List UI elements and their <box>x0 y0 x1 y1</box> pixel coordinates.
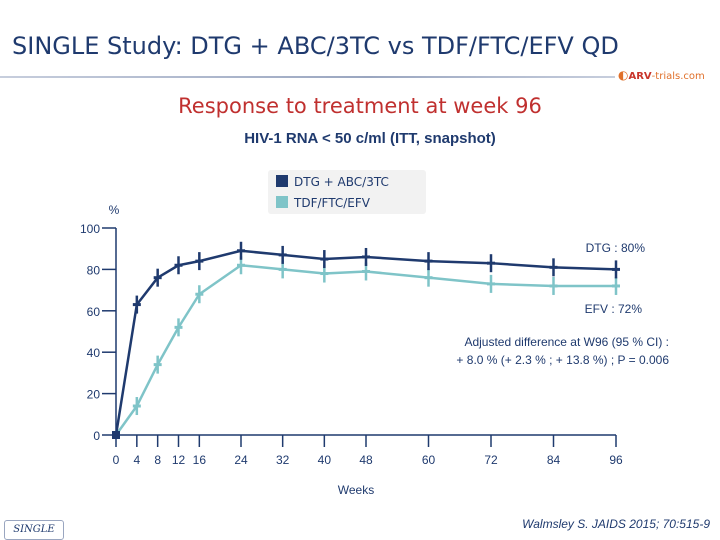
page-title: SINGLE Study: DTG + ABC/3TC vs TDF/FTC/E… <box>12 32 619 60</box>
x-tick-label: 4 <box>133 453 140 467</box>
y-tick-label: 80 <box>87 263 101 277</box>
annotation-line-1: Adjusted difference at W96 (95 % CI) : <box>464 335 669 349</box>
legend-entry-efv: TDF/FTC/EFV <box>276 196 370 214</box>
legend-swatch-efv <box>276 196 288 208</box>
study-tag: SINGLE <box>4 520 64 540</box>
end-label-dtg: DTG : 80% <box>586 241 646 255</box>
x-tick-label: 12 <box>172 453 186 467</box>
x-axis-label: Weeks <box>338 483 374 497</box>
y-tick-label: 60 <box>87 305 101 319</box>
y-tick-label: 100 <box>80 222 100 236</box>
logo-icon: ◐ <box>618 68 629 82</box>
logo-arv-text: ARV <box>628 71 652 82</box>
x-tick-label: 96 <box>609 453 623 467</box>
chart-legend: DTG + ABC/3TC TDF/FTC/EFV <box>268 170 426 214</box>
logo-trials-text: -trials.com <box>651 71 705 82</box>
arv-trials-logo[interactable]: ◐ARV-trials.com <box>618 68 718 86</box>
legend-entry-dtg: DTG + ABC/3TC <box>276 175 389 193</box>
chart-title: Response to treatment at week 96 <box>178 94 542 118</box>
data-point-dtg <box>112 431 120 439</box>
x-tick-label: 24 <box>234 453 248 467</box>
x-tick-label: 72 <box>484 453 498 467</box>
legend-label-efv: TDF/FTC/EFV <box>294 196 370 210</box>
x-tick-label: 0 <box>113 453 120 467</box>
annotation-line-2: + 8.0 % (+ 2.3 % ; + 13.8 %) ; P = 0.006 <box>456 353 669 367</box>
x-tick-label: 60 <box>422 453 436 467</box>
end-label-efv: EFV : 72% <box>585 302 643 316</box>
citation: Walmsley S. JAIDS 2015; 70:515-9 <box>522 517 710 531</box>
chart-subtitle: HIV-1 RNA < 50 c/ml (ITT, snapshot) <box>244 130 496 147</box>
series-line-efv <box>114 264 616 436</box>
y-tick-label: 20 <box>87 388 101 402</box>
x-tick-label: 84 <box>547 453 561 467</box>
legend-swatch-dtg <box>276 175 288 187</box>
x-tick-label: 16 <box>193 453 207 467</box>
y-tick-label: 0 <box>93 429 100 443</box>
x-tick-label: 40 <box>318 453 332 467</box>
legend-label-dtg: DTG + ABC/3TC <box>294 175 389 189</box>
x-tick-label: 48 <box>359 453 373 467</box>
x-tick-label: 32 <box>276 453 290 467</box>
header-divider <box>0 76 615 78</box>
y-axis-label: % <box>109 203 120 217</box>
x-tick-label: 8 <box>154 453 161 467</box>
y-tick-label: 40 <box>87 346 101 360</box>
